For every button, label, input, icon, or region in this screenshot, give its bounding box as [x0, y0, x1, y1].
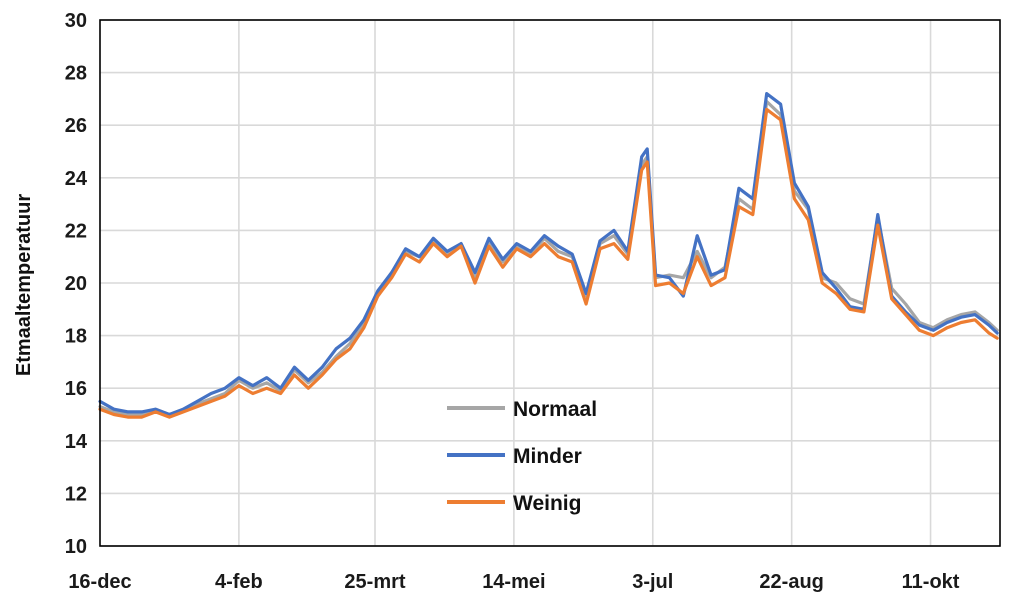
x-tick-labels: 16-dec 4-feb 25-mrt 14-mei 3-jul 22-aug 11-okt [68, 571, 959, 593]
legend-label: Weinig [513, 492, 581, 515]
series-lines [98, 91, 999, 419]
y-tick-label: 24 [65, 168, 88, 190]
legend-label: Normaal [513, 398, 597, 421]
y-tick-label: 12 [65, 483, 87, 505]
x-tick-label: 22-aug [759, 571, 823, 593]
x-tick-label: 4-feb [215, 571, 263, 593]
series-line-normaal [98, 99, 999, 417]
y-tick-label: 22 [65, 220, 87, 242]
y-tick-label: 28 [65, 63, 87, 85]
y-tick-label: 26 [65, 115, 87, 137]
x-tick-label: 14-mei [482, 571, 545, 593]
y-tick-label: 10 [65, 536, 87, 558]
plot-area-border [99, 19, 1001, 547]
y-tick-labels: 10 12 14 16 18 20 22 24 26 28 30 [65, 10, 88, 558]
y-tick-label: 30 [65, 10, 87, 32]
y-tick-label: 16 [65, 378, 87, 400]
x-tick-label: 11-okt [902, 571, 960, 593]
legend-label: Minder [513, 445, 582, 468]
legend: Normaal Minder Weinig [447, 398, 597, 515]
x-tick-label: 25-mrt [344, 571, 405, 593]
y-tick-label: 14 [65, 431, 88, 453]
x-tick-label: 3-jul [632, 571, 673, 593]
y-axis-label: Etmaaltemperatuur [13, 194, 35, 376]
series-line-minder [98, 91, 999, 417]
y-tick-label: 18 [65, 326, 87, 348]
y-tick-label: 20 [65, 273, 87, 295]
x-gridlines [238, 20, 932, 546]
series-line-weinig [98, 107, 999, 419]
x-tick-label: 16-dec [68, 571, 131, 593]
